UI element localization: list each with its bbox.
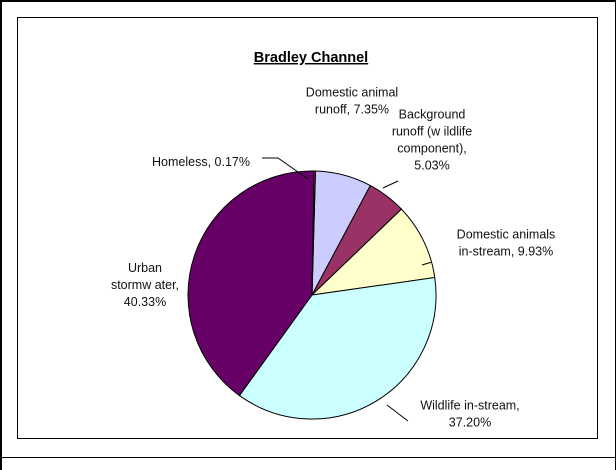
pie-slice-urban-stormwater	[187, 170, 315, 397]
pie-slice-domestic-animals-in-stream	[310, 208, 436, 296]
chart-title: Bradley Channel	[254, 50, 368, 66]
leader-line	[421, 261, 433, 266]
slice-label-wildlife-in-stream: Wildlife in-stream, 37.20%	[420, 399, 519, 430]
leader-lines	[262, 157, 433, 422]
slice-label-urban-stormwater: Urban stormw ater, 40.33%	[111, 261, 179, 309]
pie-slices	[187, 170, 437, 420]
slice-label-homeless: Homeless, 0.17%	[152, 155, 250, 169]
leader-line	[262, 157, 309, 180]
frame-bottom-line	[0, 457, 616, 458]
slice-label-domestic-animals-in-stream: Domestic animals in-stream, 9.93%	[457, 228, 556, 259]
pie-slice-wildlife-in-stream	[238, 276, 437, 420]
pie-slice-homeless	[311, 170, 316, 296]
chart-area-border	[17, 17, 598, 439]
slice-label-background-runoff-wildlife-component: Background runoff (w ildlife component), 5.…	[392, 108, 472, 173]
leader-line	[382, 180, 399, 189]
slice-labels: Domestic animal runoff, 7.35% Background ru…	[111, 86, 555, 430]
slice-label-domestic-animal-runoff: Domestic animal runoff, 7.35%	[306, 86, 398, 117]
leader-line	[386, 404, 409, 422]
